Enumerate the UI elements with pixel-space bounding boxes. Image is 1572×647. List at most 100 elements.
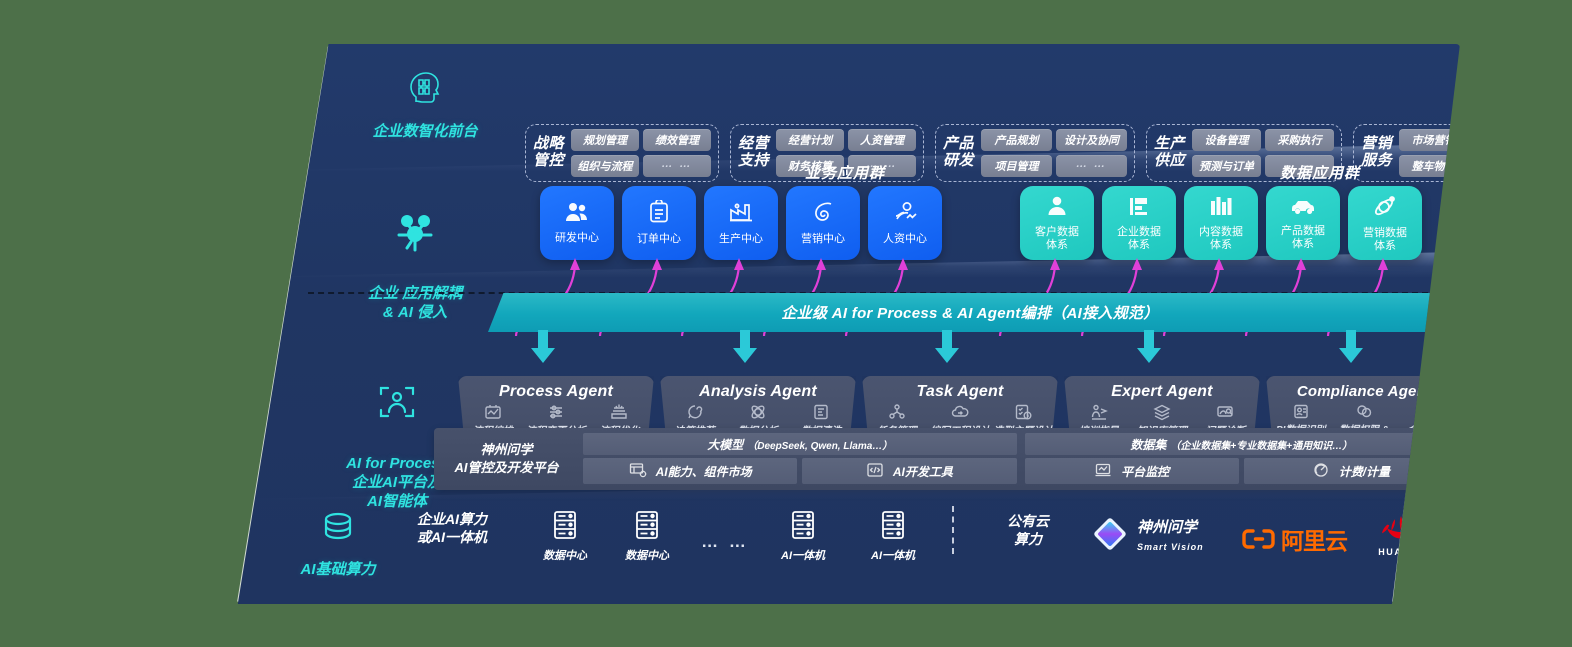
vendor-name: HUAWEI <box>1378 547 1424 557</box>
domain-chip[interactable]: 人资管理 <box>848 129 916 151</box>
app-card-order-center[interactable]: 订单中心 <box>622 186 696 260</box>
app-card-label: 订单中心 <box>637 233 681 246</box>
atom-icon <box>1373 194 1397 223</box>
platform-cell-dev-tools[interactable]: AI开发工具 <box>802 458 1017 484</box>
rail-label-text: AI基础算力 <box>300 561 376 579</box>
platform-cell-label: 平台监控 <box>1121 464 1170 479</box>
rail-label-ai-infra: AI基础算力 <box>238 510 438 579</box>
public-cloud-label: 公有云 算力 <box>1007 513 1049 548</box>
data-card-enterprise[interactable]: 企业数据 体系 <box>1102 186 1176 260</box>
app-card-marketing-center[interactable]: 营销中心 <box>786 186 860 260</box>
atom-gear-icon <box>749 403 767 425</box>
car-icon <box>1289 196 1317 221</box>
domain-group[interactable]: 战略 管控 规划管理 绩效管理 组织与流程 … … <box>525 124 719 182</box>
person-icon <box>1046 195 1068 222</box>
infra-node-dc-2[interactable]: 数据中心 <box>602 510 692 563</box>
users-icon <box>564 201 590 228</box>
smartvision-logo <box>1090 514 1130 559</box>
domain-chip[interactable]: 预测与订单 <box>1192 155 1261 177</box>
platform-cell-billing[interactable]: 计费/计量 <box>1243 458 1458 484</box>
data-card-label: 内容数据 体系 <box>1199 225 1243 251</box>
domain-group[interactable]: 营销 服务 市场营销 客户关系 整车物流 … … <box>1353 124 1460 182</box>
platform-right-cells: 平台监控 计费/计量 <box>1024 458 1458 484</box>
server-icon <box>634 510 660 545</box>
data-card-content[interactable]: 内容数据 体系 <box>1184 186 1258 260</box>
data-card-label: 产品数据 体系 <box>1281 224 1325 250</box>
rail-label-text: 企业数智化前台 <box>372 123 478 141</box>
domain-chip-more[interactable]: … … <box>1265 155 1334 177</box>
infra-divider <box>952 506 954 554</box>
infra-node-label: AI一体机 <box>871 550 915 562</box>
rail-label-decoupling: 企业 应用解耦 & AI 侵入 <box>315 174 515 322</box>
rail-label-front-office: 企业数智化前台 <box>330 66 520 141</box>
vendor-logo-aliyun[interactable]: 阿里云 <box>1242 522 1348 556</box>
agent-name: Task Agent <box>916 383 1004 400</box>
domain-chip[interactable]: 组织与流程 <box>571 155 639 177</box>
domain-chip[interactable]: 项目管理 <box>981 155 1052 177</box>
data-apps-title: 数据应用群 <box>1279 165 1360 182</box>
domain-chip[interactable]: 市场营销 <box>1399 129 1460 151</box>
domain-group[interactable]: 生产 供应 设备管理 采购执行 预测与订单 … … <box>1146 124 1342 182</box>
doc-scan-icon <box>812 403 830 425</box>
platform-cell-monitoring[interactable]: 平台监控 <box>1024 458 1239 484</box>
vendor-logo-text: 神州问学 Smart Vision <box>1137 519 1204 554</box>
domain-chip-more[interactable]: … … <box>643 155 711 177</box>
server-icon <box>880 510 906 545</box>
platform-cell-label: 计费/计量 <box>1338 464 1391 479</box>
domain-chip-more[interactable]: … … <box>848 155 916 177</box>
domain-chip[interactable]: 规划管理 <box>571 129 639 151</box>
domain-chip-grid: 经营计划 人资管理 财务核算 … … <box>776 129 916 177</box>
vendor-logo-huawei[interactable]: HUAWEI <box>1378 512 1424 557</box>
infra-node-dc-1[interactable]: 数据中心 <box>520 510 610 563</box>
domain-chip[interactable]: 经营计划 <box>776 129 844 151</box>
data-card-label: 企业数据 体系 <box>1117 225 1161 251</box>
domain-chip-grid: 规划管理 绩效管理 组织与流程 … … <box>571 129 711 177</box>
platform-right-column: 数据集 （企业数据集+专业数据集+通用知识…） 平台监控 计费/计量 <box>1021 428 1461 490</box>
data-card-product[interactable]: 产品数据 体系 <box>1266 186 1340 260</box>
domain-chip[interactable]: 产品规划 <box>981 129 1052 151</box>
diagnose-icon <box>1216 403 1234 425</box>
app-card-label: 生产中心 <box>719 232 763 245</box>
agent-name: Analysis Agent <box>699 383 817 400</box>
domain-title: 经营 支持 <box>738 135 770 169</box>
domain-group[interactable]: 产品 研发 产品规划 设计及协同 项目管理 … … <box>935 124 1135 182</box>
platform-dataset-row[interactable]: 数据集 （企业数据集+专业数据集+通用知识…） <box>1024 433 1458 455</box>
domain-group[interactable]: 经营 支持 经营计划 人资管理 财务核算 … … <box>730 124 924 182</box>
platform-llm-row[interactable]: 大模型 （DeepSeek, Qwen, Llama…） <box>583 433 1017 455</box>
id-card-icon <box>1292 402 1310 424</box>
enterprise-compute-label: 企业AI算力 或AI一体机 <box>417 511 487 546</box>
app-card-rd-center[interactable]: 研发中心 <box>540 186 614 260</box>
platform-llm-note: （DeepSeek, Qwen, Llama…） <box>747 440 893 452</box>
domain-chip[interactable]: 设计及协同 <box>1056 129 1127 151</box>
target-icon <box>811 200 835 229</box>
server-icon <box>790 510 816 545</box>
vendor-logo-smartvision[interactable]: 神州问学 Smart Vision <box>1090 514 1204 559</box>
training-icon <box>1090 403 1108 425</box>
app-card-hr-center[interactable]: 人资中心 <box>868 186 942 260</box>
data-card-customer[interactable]: 客户数据 体系 <box>1020 186 1094 260</box>
stack-icon <box>1153 403 1171 425</box>
chart-box-icon <box>484 403 502 425</box>
domain-chip-more[interactable]: … … <box>1056 155 1127 177</box>
platform-cell-label: AI开发工具 <box>892 464 953 479</box>
domain-chip[interactable]: 采购执行 <box>1265 129 1334 151</box>
platform-llm-label: 大模型 <box>707 437 744 452</box>
infra-node-ai-box-1[interactable]: AI一体机 <box>758 510 848 563</box>
infra-ellipsis: … … <box>701 532 749 551</box>
domain-chip-grid: 市场营销 客户关系 整车物流 … … <box>1399 129 1460 177</box>
vendor-name: 阿里云 <box>1281 528 1348 554</box>
network-icon <box>888 403 906 425</box>
domain-title: 生产 供应 <box>1154 135 1186 169</box>
app-card-production-center[interactable]: 生产中心 <box>704 186 778 260</box>
database-icon <box>238 510 438 553</box>
platform-left-column: 大模型 （DeepSeek, Qwen, Llama…） AI能力、组件市场 A… <box>579 428 1021 490</box>
platform-cell-ai-market[interactable]: AI能力、组件市场 <box>583 458 798 484</box>
alert-doc-icon <box>1418 402 1436 424</box>
gauge-icon <box>1312 462 1330 481</box>
infra-node-ai-box-2[interactable]: AI一体机 <box>848 510 938 563</box>
data-card-marketing[interactable]: 营销数据 体系 <box>1348 186 1422 260</box>
person-chart-icon <box>893 200 918 229</box>
domain-chip[interactable]: 绩效管理 <box>643 129 711 151</box>
domain-chip[interactable]: 财务核算 <box>776 155 844 177</box>
domain-chip[interactable]: 设备管理 <box>1192 129 1261 151</box>
